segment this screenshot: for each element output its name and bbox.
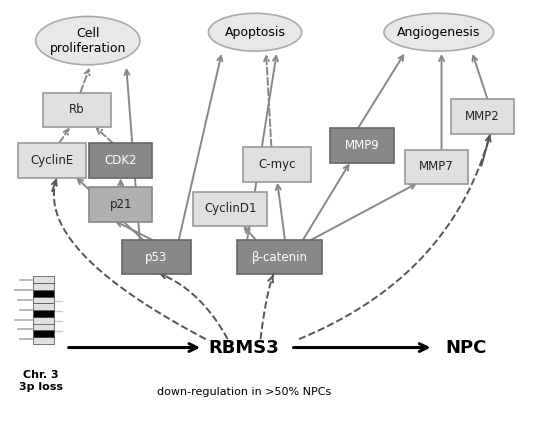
Text: Angiogenesis: Angiogenesis [397, 26, 480, 39]
Ellipse shape [384, 13, 494, 51]
FancyBboxPatch shape [33, 303, 54, 310]
Ellipse shape [208, 13, 302, 51]
FancyBboxPatch shape [33, 310, 54, 317]
Text: MMP2: MMP2 [465, 110, 500, 123]
Text: MMP7: MMP7 [419, 160, 453, 173]
Text: MMP9: MMP9 [345, 139, 379, 152]
FancyBboxPatch shape [193, 192, 268, 226]
FancyBboxPatch shape [33, 296, 54, 303]
Ellipse shape [35, 17, 140, 65]
FancyBboxPatch shape [33, 290, 54, 296]
FancyBboxPatch shape [404, 150, 468, 184]
FancyBboxPatch shape [451, 99, 514, 133]
FancyBboxPatch shape [33, 330, 54, 337]
FancyBboxPatch shape [122, 240, 191, 274]
Text: NPC: NPC [445, 339, 487, 357]
FancyBboxPatch shape [33, 276, 54, 283]
Text: p21: p21 [110, 198, 132, 211]
Text: CyclinD1: CyclinD1 [204, 202, 257, 215]
Text: RBMS3: RBMS3 [209, 339, 279, 357]
FancyBboxPatch shape [18, 143, 86, 178]
FancyBboxPatch shape [89, 187, 152, 222]
Text: p53: p53 [145, 250, 167, 264]
Text: CDK2: CDK2 [105, 154, 137, 167]
FancyBboxPatch shape [237, 240, 322, 274]
Text: Apoptosis: Apoptosis [224, 26, 285, 39]
FancyBboxPatch shape [89, 143, 152, 178]
Text: Rb: Rb [69, 104, 85, 116]
Text: CyclinE: CyclinE [30, 154, 74, 167]
Text: down-regulation in >50% NPCs: down-regulation in >50% NPCs [157, 387, 331, 397]
FancyBboxPatch shape [33, 337, 54, 344]
Text: Chr. 3
3p loss: Chr. 3 3p loss [19, 370, 63, 392]
Text: β-catenin: β-catenin [252, 250, 307, 264]
Text: C-myc: C-myc [258, 158, 296, 171]
Text: Cell
proliferation: Cell proliferation [50, 26, 126, 55]
FancyBboxPatch shape [243, 147, 311, 182]
FancyBboxPatch shape [33, 317, 54, 324]
FancyBboxPatch shape [43, 93, 111, 127]
FancyBboxPatch shape [331, 129, 393, 163]
FancyBboxPatch shape [33, 323, 54, 330]
FancyBboxPatch shape [33, 283, 54, 290]
